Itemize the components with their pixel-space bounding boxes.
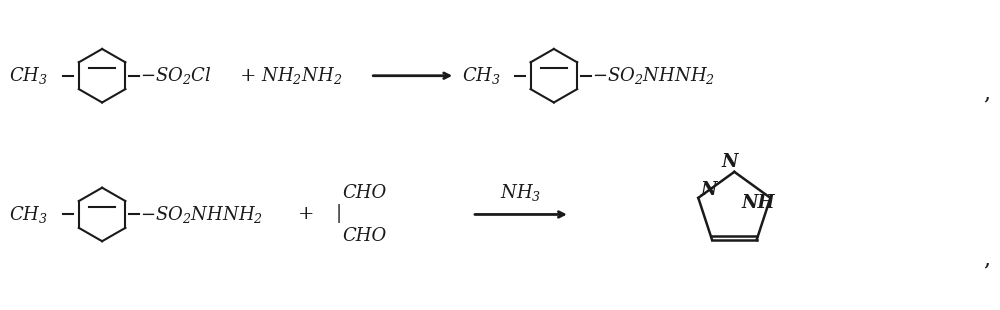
Text: $\mathregular{NH_3}$: $\mathregular{NH_3}$: [500, 182, 542, 203]
Text: $\mathregular{CH_3}$: $\mathregular{CH_3}$: [9, 65, 48, 86]
Text: CHO: CHO: [342, 227, 387, 245]
Text: $\mathregular{+}$: $\mathregular{+}$: [239, 67, 255, 85]
Text: $\mathregular{NH_2NH_2}$: $\mathregular{NH_2NH_2}$: [261, 65, 342, 86]
Text: $\mathregular{-SO_2Cl}$: $\mathregular{-SO_2Cl}$: [140, 65, 212, 86]
Text: $\mathregular{CH_3}$: $\mathregular{CH_3}$: [9, 204, 48, 225]
Text: CHO: CHO: [342, 184, 387, 202]
Text: $\mathregular{CH_3}$: $\mathregular{CH_3}$: [462, 65, 501, 86]
Text: |: |: [335, 204, 342, 223]
Text: N: N: [700, 181, 717, 199]
Text: $\mathregular{+}$: $\mathregular{+}$: [297, 206, 314, 224]
Text: ,: ,: [984, 82, 991, 104]
Text: $\mathregular{-SO_2NHNH_2}$: $\mathregular{-SO_2NHNH_2}$: [592, 65, 715, 86]
Text: NH: NH: [742, 194, 775, 212]
Text: N: N: [721, 153, 738, 171]
Text: $\mathregular{-SO_2NHNH_2}$: $\mathregular{-SO_2NHNH_2}$: [140, 204, 263, 225]
Text: ,: ,: [984, 248, 991, 270]
